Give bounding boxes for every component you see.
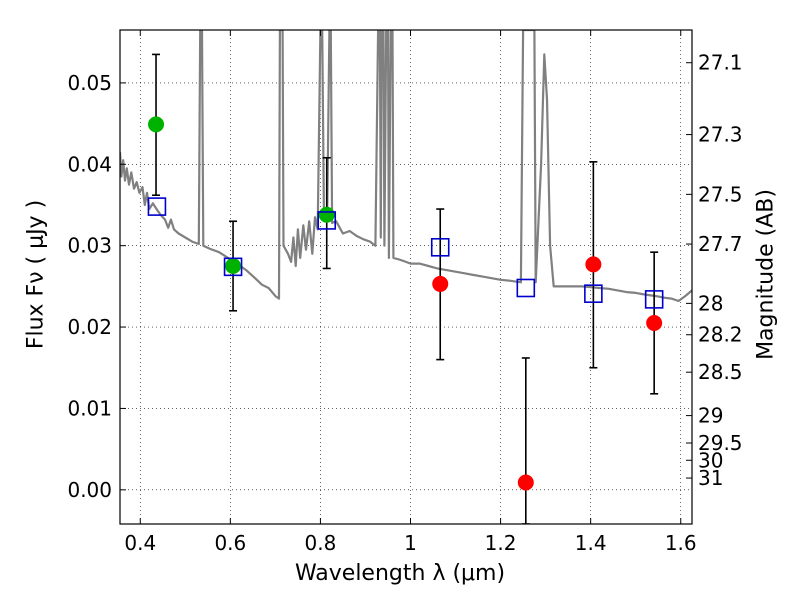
x-tick-label: 1.4 <box>575 531 607 555</box>
y-tick-label: 0.05 <box>67 71 112 95</box>
y-axis-ticks: 0.00 0.01 0.02 0.03 0.04 0.05 <box>67 71 126 502</box>
mag-tick-label: 27.3 <box>698 123 743 147</box>
mag-tick-label: 29 <box>698 404 723 428</box>
circle-marker <box>585 256 602 273</box>
x-tick-label: 0.6 <box>214 531 246 555</box>
circle-marker <box>646 314 663 331</box>
circle-marker <box>318 206 335 223</box>
circle-marker <box>517 474 534 491</box>
y-tick-label: 0.03 <box>67 234 112 258</box>
y-tick-label: 0.01 <box>67 396 112 420</box>
mag-tick-label: 27.7 <box>698 232 743 256</box>
mag-tick-label: 28.5 <box>698 360 743 384</box>
data-markers <box>147 116 664 491</box>
x-axis-ticks: 0.4 0.6 0.8 1 1.2 1.4 1.6 <box>124 30 697 555</box>
y-tick-label: 0.00 <box>67 478 112 502</box>
y-tick-label: 0.04 <box>67 152 112 176</box>
square-marker <box>223 257 243 277</box>
square-marker <box>430 237 450 257</box>
mag-tick-label: 28 <box>698 291 723 315</box>
square-marker <box>644 290 664 309</box>
x-tick-label: 1 <box>404 531 417 555</box>
plot-frame <box>119 29 693 525</box>
magnitude-axis-label: Magnitude (AB) <box>753 189 779 360</box>
mag-tick-label: 29.5 <box>698 431 743 455</box>
x-axis-label: Wavelength λ (μm) <box>294 561 506 586</box>
y-tick-label: 0.02 <box>67 315 112 339</box>
x-tick-label: 0.4 <box>124 531 156 555</box>
square-marker <box>584 284 603 303</box>
x-tick-label: 0.8 <box>305 531 337 555</box>
mag-tick-label: 31 <box>698 466 723 490</box>
square-marker <box>317 211 337 230</box>
spectrum-line <box>120 30 692 303</box>
error-bars <box>152 53 659 524</box>
circle-marker <box>432 275 449 292</box>
x-tick-label: 1.2 <box>485 531 517 555</box>
grid-lines <box>120 30 692 524</box>
circle-marker <box>225 258 242 275</box>
square-marker <box>516 278 536 298</box>
square-marker <box>147 197 167 216</box>
mag-tick-label: 27.1 <box>698 51 743 75</box>
mag-tick-label: 30 <box>698 448 723 472</box>
circle-marker <box>148 116 165 133</box>
mag-tick-label: 27.5 <box>698 182 743 206</box>
template-spectrum <box>120 30 692 303</box>
mag-tick-label: 28.2 <box>698 323 743 347</box>
x-tick-label: 1.6 <box>665 531 697 555</box>
y-axis-label: Flux Fν ( μJy ) <box>23 199 49 350</box>
